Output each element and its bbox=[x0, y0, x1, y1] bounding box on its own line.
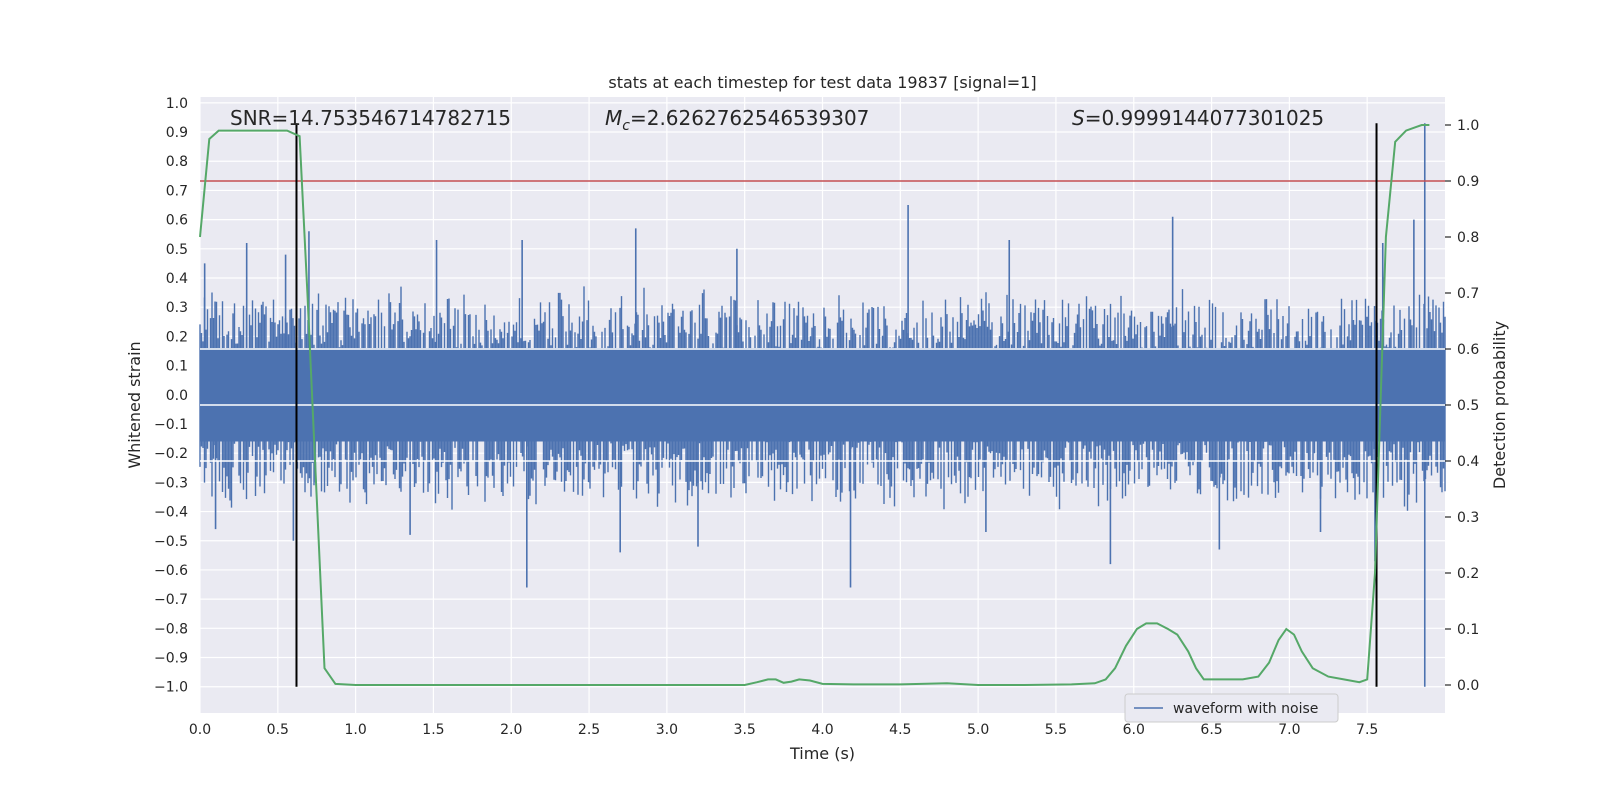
y2-axis-ticks: 1.0 0.9 0.8 0.7 0.6 0.5 0.4 0.3 0.2 0.1 0.0 bbox=[1445, 118, 1479, 694]
x-tick-label: 1.5 bbox=[422, 722, 444, 738]
x-tick-label: 4.5 bbox=[889, 722, 911, 738]
y2-tick-label: 0.8 bbox=[1457, 230, 1479, 246]
y-tick-label: 0.8 bbox=[166, 154, 188, 170]
y2-tick-label: 0.1 bbox=[1457, 622, 1479, 638]
x-tick-label: 0.5 bbox=[267, 722, 289, 738]
mc-value: =2.6262762546539307 bbox=[630, 106, 869, 130]
y-tick-label: 0.9 bbox=[166, 125, 188, 141]
y-tick-label: 0.6 bbox=[166, 213, 188, 229]
y-tick-label: 0.4 bbox=[166, 271, 188, 287]
y-tick-label: 0.1 bbox=[166, 359, 188, 375]
y2-tick-label: 0.6 bbox=[1457, 342, 1479, 358]
mc-symbol: M bbox=[605, 106, 622, 130]
x-axis-ticks: 0.0 0.5 1.0 1.5 2.0 2.5 3.0 3.5 4.0 4.5 5.0 5.5 6.0 6… bbox=[189, 722, 1378, 738]
y-tick-label: −0.8 bbox=[154, 621, 188, 637]
y-tick-label: 1.0 bbox=[166, 96, 188, 112]
chirp-mass-annotation: Mc=2.6262762546539307 bbox=[605, 106, 869, 134]
s-symbol: S bbox=[1072, 106, 1085, 130]
legend-box bbox=[1124, 693, 1339, 723]
legend-label: waveform with noise bbox=[1173, 701, 1318, 717]
x-tick-label: 6.0 bbox=[1123, 722, 1145, 738]
y-tick-label: −0.5 bbox=[154, 534, 188, 550]
y2-tick-label: 0.3 bbox=[1457, 510, 1479, 526]
y2-tick-label: 0.7 bbox=[1457, 286, 1479, 302]
noise-core bbox=[200, 348, 1445, 442]
s-annotation: S=0.9999144077301025 bbox=[1072, 106, 1324, 130]
y-tick-label: −0.3 bbox=[154, 475, 188, 491]
y-tick-label: 0.0 bbox=[166, 388, 188, 404]
y-tick-label: 0.3 bbox=[166, 300, 188, 316]
snr-annotation: SNR=14.753546714782715 bbox=[230, 106, 511, 130]
y2-tick-label: 0.0 bbox=[1457, 678, 1479, 694]
y2-axis-label: Detection probability bbox=[1490, 321, 1509, 489]
y-tick-label: −1.0 bbox=[154, 680, 188, 696]
y-tick-label: −0.6 bbox=[154, 563, 188, 579]
y2-tick-label: 0.5 bbox=[1457, 398, 1479, 414]
y-axis-ticks: 1.0 0.9 0.8 0.7 0.6 0.5 0.4 0.3 0.2 0.1 0.0 −0.1 −0.… bbox=[154, 96, 188, 696]
mc-subscript: c bbox=[622, 118, 630, 134]
line-layer bbox=[199, 123, 1445, 687]
y-tick-label: 0.5 bbox=[166, 242, 188, 258]
x-tick-label: 6.5 bbox=[1200, 722, 1222, 738]
y2-tick-label: 0.4 bbox=[1457, 454, 1479, 470]
x-tick-label: 0.0 bbox=[189, 722, 211, 738]
x-axis-label: Time (s) bbox=[789, 744, 855, 763]
y-tick-label: −0.1 bbox=[154, 417, 188, 433]
x-tick-label: 1.0 bbox=[344, 722, 366, 738]
noise-layer bbox=[199, 123, 1446, 687]
y2-tick-label: 0.2 bbox=[1457, 566, 1479, 582]
s-value: =0.9999144077301025 bbox=[1085, 106, 1324, 130]
y2-tick-label: 0.9 bbox=[1457, 174, 1479, 190]
x-tick-label: 5.5 bbox=[1045, 722, 1067, 738]
y2-tick-label: 1.0 bbox=[1457, 118, 1479, 134]
y-tick-label: 0.2 bbox=[166, 329, 188, 345]
y-tick-label: 0.7 bbox=[166, 183, 188, 199]
x-tick-label: 3.5 bbox=[734, 722, 756, 738]
x-tick-label: 7.5 bbox=[1356, 722, 1378, 738]
y-tick-label: −0.9 bbox=[154, 651, 188, 667]
legend: waveform with noise bbox=[1124, 693, 1339, 723]
y-axis-label: Whitened strain bbox=[125, 341, 144, 468]
x-tick-label: 5.0 bbox=[967, 722, 989, 738]
white-band-layer bbox=[200, 348, 1445, 462]
x-tick-label: 2.5 bbox=[578, 722, 600, 738]
detection-probability-line bbox=[199, 124, 1430, 686]
y-tick-label: −0.7 bbox=[154, 592, 188, 608]
x-tick-label: 4.0 bbox=[811, 722, 833, 738]
x-tick-label: 2.0 bbox=[500, 722, 522, 738]
chart-title: stats at each timestep for test data 198… bbox=[608, 73, 1036, 92]
x-tick-label: 3.0 bbox=[656, 722, 678, 738]
y-tick-label: −0.4 bbox=[154, 505, 188, 521]
y-tick-label: −0.2 bbox=[154, 446, 188, 462]
x-tick-label: 7.0 bbox=[1278, 722, 1300, 738]
